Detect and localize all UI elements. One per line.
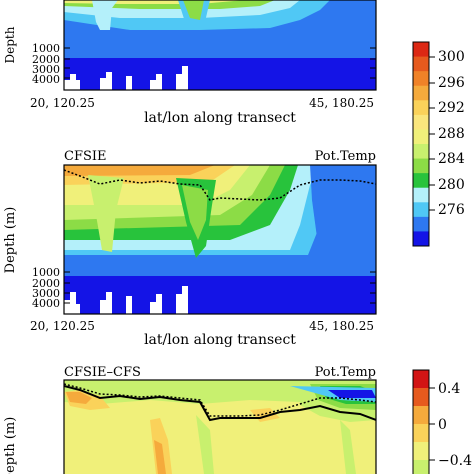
mid-title-left: CFSIE — [64, 149, 107, 164]
colorbar-diff-label-neg: −0.4 — [438, 453, 472, 469]
top-topography — [64, 74, 80, 90]
top-contour-field — [64, 0, 376, 90]
top-ytick-label-3000: 3000 — [32, 63, 60, 76]
mid-fill-mid — [64, 258, 376, 276]
colorbar-temp-swatch — [413, 216, 429, 232]
mid-fill-cold-pool — [310, 165, 376, 245]
mid-fill-deep — [64, 276, 376, 314]
mid-fill-tongue-a — [88, 175, 124, 252]
top-xtick-start: 20, 120.25 — [30, 96, 95, 110]
bot-fill-cool-g — [340, 420, 356, 474]
colorbar-temp-swatches — [413, 42, 429, 247]
panel-top: 1000 2000 3000 4000 Depth 20, 120.25 45,… — [3, 0, 377, 126]
mid-topography — [100, 292, 112, 314]
colorbar-temp-ticks — [429, 56, 435, 211]
top-topography — [126, 76, 132, 90]
colorbar-diff-label-zero: 0 — [438, 417, 447, 433]
colorbar-temp-swatch — [413, 114, 429, 130]
bot-fill-warm-d — [154, 440, 166, 474]
colorbar-temp-label-280: 280 — [438, 177, 465, 193]
panel-middle: CFSIE Pot.Temp — [3, 149, 377, 348]
top-fill-deep — [64, 58, 376, 90]
colorbar-temp: 300 296 292 288 284 280 276 — [412, 41, 465, 247]
colorbar-diff-ticks — [429, 387, 435, 461]
mid-ytick-label-1000: 1000 — [32, 266, 60, 279]
top-yticks — [64, 47, 376, 79]
bot-fill-cool-f — [328, 390, 376, 398]
mid-topography — [126, 296, 132, 314]
colorbar-diff-swatch — [413, 406, 429, 425]
colorbar-temp-swatch — [413, 231, 429, 247]
bot-fill-cool-a — [196, 415, 214, 474]
top-fill-tongue-a — [92, 0, 118, 30]
mid-xtick-end: 45, 180.25 — [309, 319, 374, 333]
top-frame — [63, 0, 377, 91]
mid-fill-tongue-c — [182, 185, 208, 240]
colorbar-temp-frame — [412, 41, 430, 247]
bot-ylabel: Depth (m) — [3, 417, 18, 474]
colorbar-diff-swatch — [413, 388, 429, 407]
bot-dashed-line — [64, 383, 376, 417]
colorbar-temp-label-288: 288 — [438, 126, 465, 142]
mid-ylabel: Depth (m) — [3, 207, 18, 274]
top-fill-tongue-c — [183, 0, 204, 20]
colorbar-temp-label-296: 296 — [438, 75, 465, 91]
colorbar-temp-label-284: 284 — [438, 151, 465, 167]
top-xlabel: lat/lon along transect — [144, 110, 296, 126]
colorbar-temp-label-292: 292 — [438, 100, 465, 116]
colorbar-temp-swatch — [413, 173, 429, 189]
bot-title-right: Pot.Temp — [315, 365, 376, 380]
top-ytick-label-1000: 1000 — [32, 42, 60, 55]
colorbar-diff-swatch — [413, 460, 429, 474]
colorbar-diff-swatches — [413, 370, 429, 474]
bot-title-left: CFSIE–CFS — [64, 365, 141, 380]
top-ylabel: Depth — [3, 26, 17, 63]
colorbar-temp-label-300: 300 — [438, 49, 465, 65]
colorbar-temp-swatch — [413, 85, 429, 101]
top-topography — [100, 72, 112, 90]
colorbar-temp-swatch — [413, 56, 429, 72]
colorbar-temp-swatch — [413, 100, 429, 116]
bot-frame — [63, 379, 377, 474]
colorbar-temp-swatch — [413, 71, 429, 87]
top-topography — [150, 74, 162, 90]
colorbar-temp-swatch — [413, 187, 429, 203]
mid-frame — [63, 164, 377, 315]
bot-contour-field — [64, 380, 376, 474]
top-ytick-label-2000: 2000 — [32, 53, 60, 66]
bot-solid-line — [64, 385, 376, 422]
colorbar-diff-swatch — [413, 442, 429, 461]
colorbar-temp-swatch — [413, 42, 429, 58]
colorbar-diff-swatch — [413, 370, 429, 389]
bot-fill-warm-b — [66, 392, 92, 404]
top-fill-mid — [64, 32, 376, 58]
mid-contour-field — [64, 165, 376, 314]
mid-topography — [176, 286, 188, 314]
colorbar-temp-swatch — [413, 202, 429, 218]
colorbar-temp-swatch — [413, 129, 429, 145]
mid-ytick-label-3000: 3000 — [32, 287, 60, 300]
top-topography — [176, 66, 188, 90]
mid-ytick-label-2000: 2000 — [32, 277, 60, 290]
panel-bottom: CFSIE–CFS Pot.Temp Depth (m) — [3, 365, 377, 474]
colorbar-temp-swatch — [413, 158, 429, 174]
colorbar-diff-label-pos: 0.4 — [438, 381, 460, 397]
mid-xtick-start: 20, 120.25 — [30, 319, 95, 333]
colorbar-diff-swatch — [413, 424, 429, 443]
mid-ytick-label-4000: 4000 — [32, 297, 60, 310]
mid-title-right: Pot.Temp — [315, 149, 376, 164]
colorbar-temp-swatch — [413, 144, 429, 160]
mid-topography — [150, 294, 162, 314]
colorbar-temp-label-276: 276 — [438, 202, 465, 218]
mid-xlabel: lat/lon along transect — [144, 332, 296, 348]
mid-yticks — [64, 271, 376, 304]
top-xtick-end: 45, 180.25 — [309, 96, 374, 110]
mid-topography — [64, 292, 80, 314]
mid-fill-band8 — [64, 165, 215, 176]
colorbar-diff: 0.4 0 −0.4 — [412, 369, 472, 474]
top-ytick-label-4000: 4000 — [32, 73, 60, 86]
